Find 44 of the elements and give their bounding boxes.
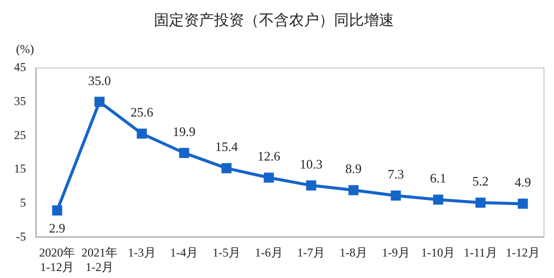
chart-title: 固定资产投资（不含农户）同比增速 (154, 10, 394, 29)
point (475, 198, 486, 208)
x-tick-label: 1-9月 (382, 246, 410, 260)
data-label: 7.3 (388, 166, 404, 182)
data-label: 8.9 (345, 161, 362, 176)
data-label: 12.6 (257, 148, 281, 164)
data-label: 19.9 (172, 124, 196, 139)
x-tick-label: 1-8月 (340, 246, 368, 260)
point (136, 128, 147, 139)
data-label: 35.0 (88, 72, 111, 88)
point (94, 96, 105, 107)
y-tick-label: -5 (16, 229, 26, 244)
y-tick-label: 5 (20, 196, 26, 210)
data-label: 25.6 (130, 104, 154, 120)
x-tick-label: 1-5月 (212, 246, 240, 260)
point (264, 172, 274, 183)
point (433, 194, 444, 205)
x-tick-label: 1-3月 (128, 246, 156, 260)
point (221, 163, 232, 174)
point (52, 205, 62, 216)
data-label: 4.9 (514, 174, 531, 190)
x-tick-label: 1-7月 (297, 246, 326, 260)
x-tick-label: 1-12月 (506, 246, 540, 260)
y-axis-title: (%) (16, 42, 34, 56)
x-tick-label: 1-6月 (254, 246, 283, 260)
x-tick-label: 1-10月 (421, 246, 456, 260)
data-label: 10.3 (300, 156, 323, 172)
y-tick-label: 35 (14, 94, 26, 108)
point (390, 190, 401, 201)
x-tick-label: 1-4月 (170, 246, 198, 260)
point (179, 148, 190, 158)
data-label: 5.2 (472, 174, 489, 189)
y-tick-label: 45 (14, 60, 26, 74)
point (518, 198, 528, 209)
data-label: 15.4 (215, 139, 238, 154)
data-label: 2.9 (49, 220, 66, 236)
point (348, 185, 359, 196)
x-tick-label: 2020年 1-12月 (39, 246, 76, 274)
x-tick-label: 1-11月 (464, 246, 498, 260)
data-label: 6.1 (430, 170, 446, 186)
y-tick-label: 15 (14, 162, 26, 176)
point (306, 180, 316, 190)
x-tick-label: 2021年 1-2月 (82, 246, 118, 274)
y-tick-label: 25 (14, 128, 26, 142)
